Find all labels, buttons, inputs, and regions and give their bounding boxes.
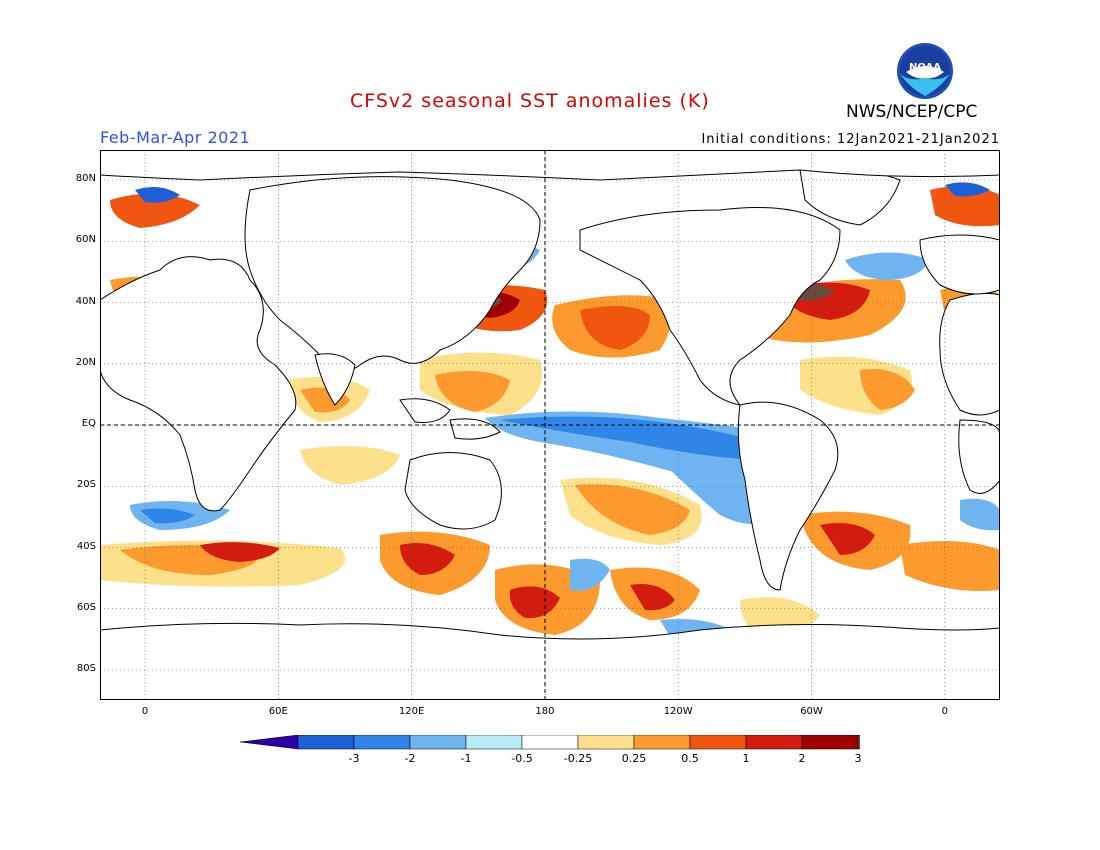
colorbar-tick-label: -1 (460, 752, 472, 765)
colorbar-box (465, 735, 523, 750)
initial-conditions: Initial conditions: 12Jan2021-21Jan2021 (701, 132, 1000, 147)
forecast-period: Feb-Mar-Apr 2021 (100, 128, 251, 147)
colorbar-max-arrow (857, 735, 860, 750)
colorbar-box (745, 735, 803, 750)
colorbar-tick-label: -2 (404, 752, 416, 765)
colorbar-box (577, 735, 635, 750)
colorbar-box (689, 735, 747, 750)
longitude-tick-label: 180 (535, 706, 555, 717)
latitude-tick-label: EQ (81, 418, 96, 429)
organization-label: NWS/NCEP/CPC (846, 102, 978, 122)
colorbar (240, 735, 860, 750)
longitude-tick-label: 120E (398, 706, 425, 717)
latitude-tick-label: 40N (75, 295, 96, 307)
latitude-tick-label: 20N (75, 356, 96, 368)
latitude-tick-label: 40S (76, 540, 96, 552)
colorbar-tick-label: -0.5 (511, 752, 533, 765)
latitude-tick-label: 80S (76, 663, 96, 674)
page-title: CFSv2 seasonal SST anomalies (K) (350, 90, 710, 112)
colorbar-box (353, 735, 411, 750)
land-layer (100, 150, 1000, 700)
colorbar-box (409, 735, 467, 750)
latitude-tick-label: 60S (76, 601, 96, 613)
longitude-tick-label: 120W (663, 706, 693, 717)
longitude-tick-label: 0 (141, 706, 149, 717)
latitude-tick-label: 20S (76, 479, 96, 491)
colorbar-box (801, 735, 859, 750)
colorbar-tick-label: 3 (854, 752, 862, 765)
latitude-tick-label: 60N (75, 234, 96, 246)
svg-text:NOAA: NOAA (909, 62, 941, 73)
colorbar-tick-label: 2 (798, 752, 806, 765)
noaa-logo: NOAA (897, 43, 953, 99)
colorbar-tick-label: 1 (742, 752, 750, 765)
longitude-tick-label: 60E (268, 706, 288, 717)
colorbar-min-arrow (240, 735, 299, 750)
colorbar-tick-label: -3 (348, 752, 360, 765)
longitude-tick-label: 60W (800, 706, 823, 717)
colorbar-tick-label: 0.25 (621, 752, 647, 765)
longitude-tick-label: 0 (941, 706, 948, 717)
colorbar-box (633, 735, 691, 750)
latitude-tick-label: 80N (75, 173, 96, 184)
colorbar-tick-label: -0.25 (563, 752, 593, 765)
colorbar-box (297, 735, 355, 750)
colorbar-box (521, 735, 579, 750)
sst-anomaly-map (100, 150, 1000, 700)
colorbar-tick-label: 0.5 (681, 752, 699, 765)
